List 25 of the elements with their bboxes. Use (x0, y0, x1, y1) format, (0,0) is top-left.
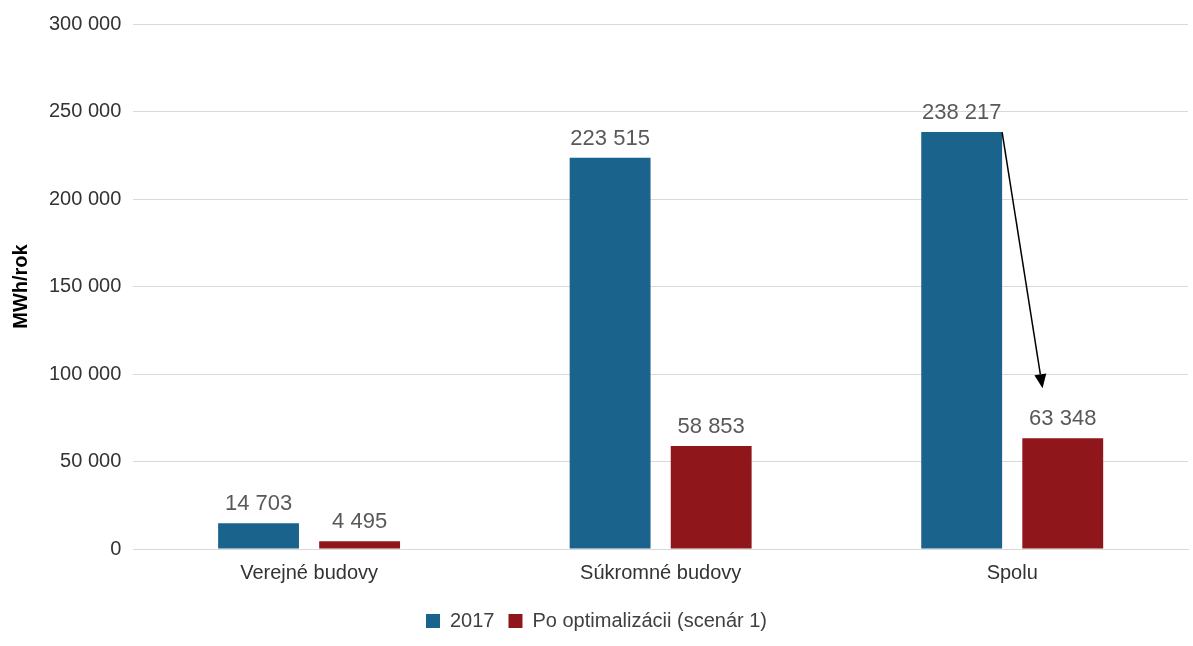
data-label: 4 495 (332, 508, 388, 534)
bar (569, 157, 651, 549)
y-tick-label: 50 000 (60, 449, 122, 472)
data-label: 238 217 (921, 99, 1002, 125)
x-tick-label: Verejné budovy (240, 560, 379, 583)
y-tick-label: 300 000 (49, 11, 122, 34)
y-tick-label: 100 000 (49, 361, 122, 384)
data-label: 14 703 (224, 490, 293, 516)
data-label: 58 853 (677, 413, 745, 439)
data-label: 63 348 (1029, 405, 1097, 431)
y-axis-title: MWh/rok (8, 243, 31, 329)
bar (1022, 438, 1104, 549)
bar (921, 132, 1003, 549)
x-tick-label: Súkromné budovy (580, 560, 742, 583)
y-tick-label: 200 000 (49, 186, 122, 209)
bar (670, 446, 752, 549)
data-label: 223 515 (570, 124, 650, 150)
y-tick-label: 250 000 (49, 99, 122, 122)
bar (218, 523, 299, 549)
x-tick-label: Spolu (986, 560, 1038, 583)
y-tick-label: 150 000 (49, 274, 122, 297)
bar (319, 541, 401, 549)
legend-label: 2017 (449, 608, 495, 631)
y-tick-label: 0 (110, 536, 122, 559)
legend-label: Po optimalizácii (scenár 1) (532, 608, 768, 631)
